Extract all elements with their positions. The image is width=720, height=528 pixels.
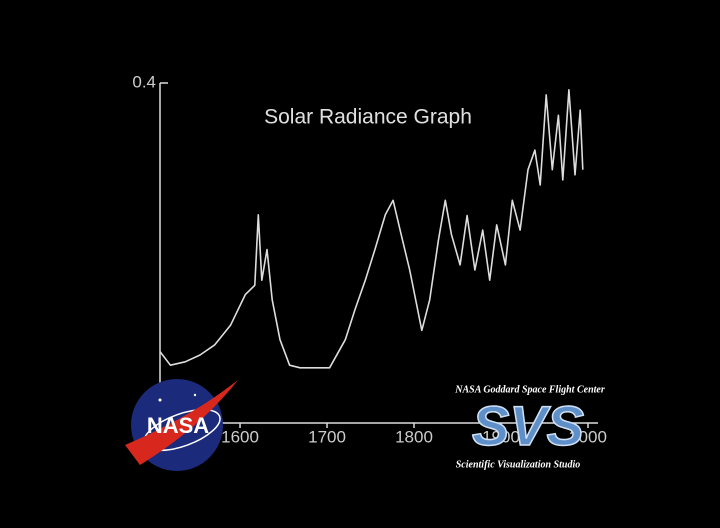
logos: NASA NASA Goddard Space Flight Center SV… — [125, 379, 605, 471]
star — [158, 398, 162, 402]
x-tick-label: 1900 — [482, 427, 520, 446]
radiance-line — [159, 89, 584, 369]
chart-title: Solar Radiance Graph — [264, 106, 472, 129]
star — [193, 393, 197, 397]
svs-top-text: NASA Goddard Space Flight Center — [454, 384, 605, 395]
y-tick-label: 0.4 — [132, 72, 156, 91]
svs-text: SVS — [472, 394, 584, 457]
svs-logo: NASA Goddard Space Flight Center SVS Sci… — [454, 384, 605, 470]
swoosh — [125, 380, 238, 465]
x-tick-label: 2000 — [569, 427, 607, 446]
x-tick-label: 1700 — [308, 427, 346, 446]
nasa-logo: NASA — [125, 379, 238, 471]
x-tick-label: 1800 — [395, 427, 433, 446]
nasa-text: NASA — [147, 413, 209, 438]
svs-bottom-text: Scientific Visualization Studio — [456, 459, 580, 470]
x-tick-label: 1600 — [221, 427, 259, 446]
